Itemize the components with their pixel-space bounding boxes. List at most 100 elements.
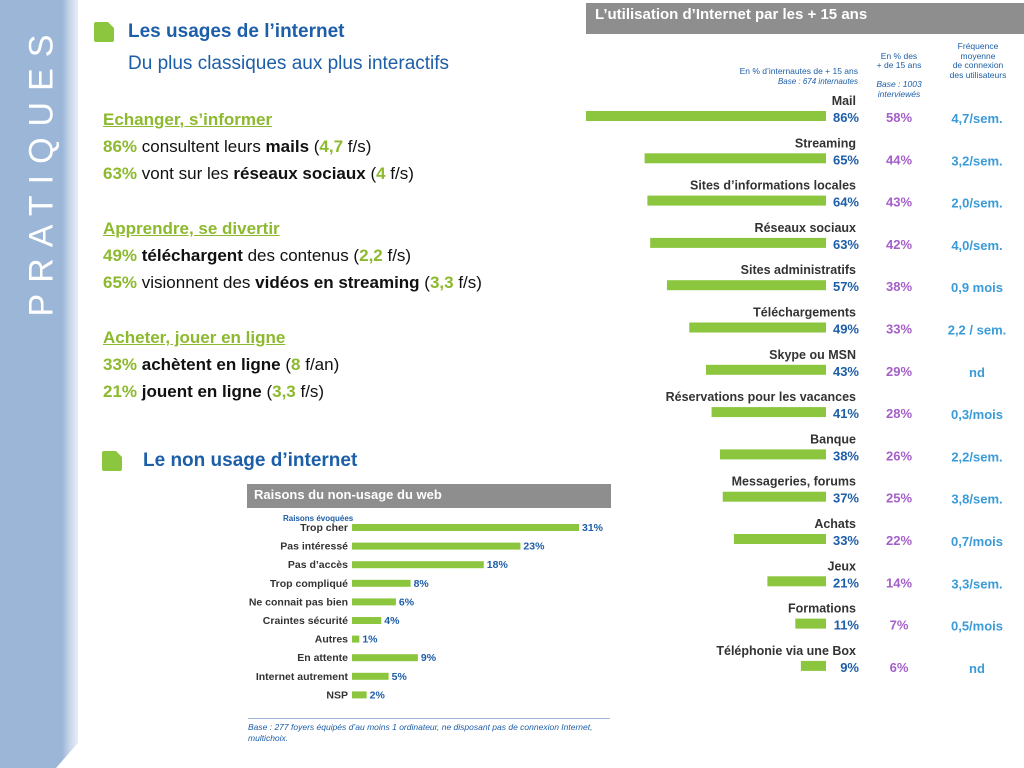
section-subtitle-usages: Du plus classiques aux plus interactifs bbox=[128, 53, 450, 74]
non-usage-bar bbox=[352, 672, 389, 680]
non-usage-base-rule bbox=[248, 718, 610, 719]
usage-category-label: Skype ou MSN bbox=[769, 348, 856, 362]
usage-value-label: 63% bbox=[833, 237, 859, 252]
usage-frequency-value: 0,7/mois bbox=[951, 534, 1003, 549]
usage-pct: 33% bbox=[103, 355, 138, 374]
usage-line: 49% téléchargent des contenus (2,2 f/s) bbox=[103, 246, 411, 266]
non-usage-chart-base: Base : 277 foyers équipés d’au moins 1 o… bbox=[248, 722, 593, 743]
usage-text: des contenus ( bbox=[242, 246, 360, 265]
non-usage-value-label: 9% bbox=[421, 652, 437, 664]
non-usage-bar bbox=[352, 579, 411, 587]
usage-key: vidéos en streaming bbox=[255, 273, 420, 292]
usage-text: ( bbox=[261, 382, 273, 401]
usage-chart-base: Base : 674 internautes bbox=[777, 77, 858, 86]
usage-key: achètent en ligne bbox=[141, 355, 281, 374]
usage-bar bbox=[767, 576, 826, 587]
usage-text: consultent leurs bbox=[137, 137, 266, 156]
usage-frequency-value: 2,2 / sem. bbox=[948, 323, 1007, 338]
usage-line: 63% vont sur les réseaux sociaux (4 f/s) bbox=[103, 164, 414, 184]
usage-frequency-value: nd bbox=[969, 365, 985, 380]
usage-bar bbox=[706, 364, 826, 375]
col2-header: En % des + de 15 ans Base : 1003 intervi… bbox=[868, 42, 930, 109]
usage-frequency-value: 3,8/sem. bbox=[951, 492, 1002, 507]
usage-text: vont sur les bbox=[137, 164, 234, 183]
usage-category-label: Streaming bbox=[795, 136, 856, 150]
usage-category-label: Réseaux sociaux bbox=[755, 221, 856, 235]
usage-value-label: 9% bbox=[840, 660, 859, 675]
usage-value-label: 86% bbox=[833, 110, 859, 125]
non-usage-bar bbox=[352, 542, 521, 550]
non-usage-bar bbox=[352, 524, 579, 531]
non-usage-value-label: 6% bbox=[399, 596, 415, 608]
usage-frequency: 4,7 bbox=[319, 137, 344, 156]
usage-pct: 86% bbox=[103, 137, 138, 156]
usage-pct-15plus: 29% bbox=[886, 364, 912, 379]
usage-bar bbox=[647, 195, 826, 206]
usage-category-label: Jeux bbox=[828, 559, 857, 573]
usage-pct-15plus: 44% bbox=[886, 152, 912, 167]
section-title-non-usage: Le non usage d’internet bbox=[143, 450, 358, 471]
usage-pct-15plus: 14% bbox=[886, 575, 912, 590]
usage-category-label: Banque bbox=[810, 432, 856, 446]
usage-category-label: Réservations pour les vacances bbox=[666, 390, 856, 404]
non-usage-category-label: Pas d’accès bbox=[288, 559, 348, 571]
usage-pct-15plus: 26% bbox=[886, 448, 912, 463]
usage-text: ( bbox=[419, 273, 430, 292]
usage-key: mails bbox=[265, 137, 310, 156]
usage-line: 86% consultent leurs mails (4,7 f/s) bbox=[103, 137, 371, 157]
usage-key: réseaux sociaux bbox=[233, 164, 366, 183]
bullet-square-icon bbox=[102, 451, 122, 471]
usage-category-label: Mail bbox=[832, 94, 856, 108]
non-usage-value-label: 2% bbox=[370, 689, 386, 701]
group-heading: Apprendre, se divertir bbox=[103, 219, 280, 238]
non-usage-value-label: 4% bbox=[384, 615, 400, 627]
usage-pct-15plus: 33% bbox=[886, 322, 912, 337]
non-usage-chart-title: Raisons du non-usage du web bbox=[254, 487, 442, 502]
section-title-usages: Les usages de l’internet bbox=[128, 21, 345, 42]
non-usage-category-label: Trop compliqué bbox=[270, 578, 348, 590]
usage-text: f/s) bbox=[295, 382, 325, 401]
usage-frequency-value: 3,3/sem. bbox=[951, 576, 1002, 591]
usage-text: f/s) bbox=[453, 273, 482, 292]
col3-header: Fréquence moyenne de connexion des utili… bbox=[949, 41, 1007, 80]
non-usage-category-label: Internet autrement bbox=[256, 671, 349, 683]
usage-bar bbox=[644, 153, 826, 164]
usage-text: visionnent des bbox=[137, 273, 256, 292]
usage-value-label: 33% bbox=[833, 533, 859, 548]
usage-pct-15plus: 43% bbox=[886, 195, 912, 210]
usage-bar bbox=[795, 618, 826, 629]
side-band-edge bbox=[62, 0, 78, 768]
non-usage-chart-header bbox=[247, 484, 611, 508]
non-usage-value-label: 5% bbox=[392, 671, 408, 683]
usage-bar bbox=[689, 322, 826, 333]
usage-text: f/s) bbox=[385, 164, 414, 183]
usage-pct: 63% bbox=[103, 164, 138, 183]
group-heading: Acheter, jouer en ligne bbox=[103, 328, 286, 347]
usage-frequency-value: 0,3/mois bbox=[951, 407, 1003, 422]
non-usage-bar bbox=[352, 691, 367, 699]
usage-pct-15plus: 7% bbox=[890, 618, 909, 633]
usage-line: 65% visionnent des vidéos en streaming (… bbox=[103, 273, 482, 293]
non-usage-category-label: Autres bbox=[315, 634, 348, 646]
non-usage-value-label: 1% bbox=[362, 634, 378, 646]
non-usage-category-label: Trop cher bbox=[300, 522, 348, 534]
usage-text: ( bbox=[280, 355, 292, 374]
usage-pct: 49% bbox=[103, 246, 138, 265]
col2-base-text: Base : 1003 interviewés bbox=[876, 79, 922, 99]
usage-category-label: Téléphonie via une Box bbox=[716, 644, 856, 658]
non-usage-bar bbox=[352, 635, 360, 643]
usage-frequency-value: 0,5/mois bbox=[951, 619, 1003, 634]
usage-value-label: 41% bbox=[833, 406, 859, 421]
usage-category-label: Sites d’informations locales bbox=[690, 179, 856, 193]
usage-pct-15plus: 42% bbox=[886, 237, 912, 252]
usage-value-label: 64% bbox=[833, 195, 859, 210]
usage-frequency: 3,3 bbox=[272, 382, 296, 401]
non-usage-value-label: 8% bbox=[414, 578, 430, 590]
col2-header-text: En % des + de 15 ans bbox=[876, 50, 922, 70]
usage-frequency-value: nd bbox=[969, 661, 985, 676]
non-usage-value-label: 23% bbox=[523, 541, 545, 553]
usage-chart-header bbox=[586, 3, 1024, 34]
usage-key: téléchargent bbox=[141, 246, 243, 265]
non-usage-category-label: Ne connait pas bien bbox=[249, 596, 348, 608]
usage-pct-15plus: 22% bbox=[886, 533, 912, 548]
